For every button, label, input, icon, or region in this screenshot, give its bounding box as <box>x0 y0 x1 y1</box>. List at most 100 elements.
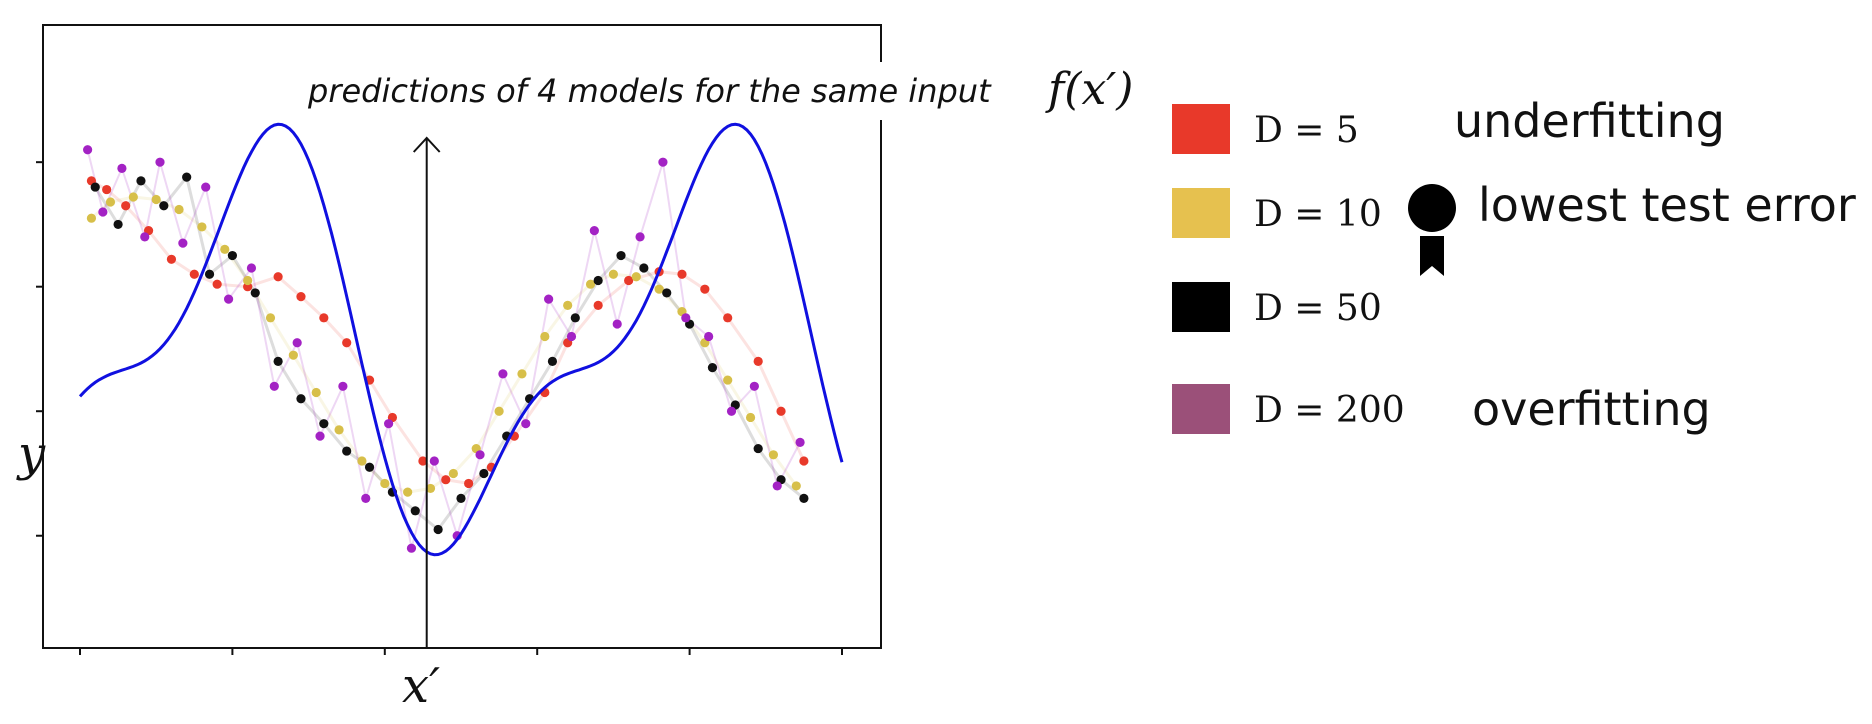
data-point <box>425 483 436 494</box>
data-point <box>776 406 786 416</box>
data-point <box>429 456 439 466</box>
data-point <box>197 222 207 232</box>
medal-icon <box>1408 184 1456 276</box>
data-point <box>589 226 599 236</box>
data-point <box>772 481 782 491</box>
input-arrow <box>412 136 441 648</box>
legend-swatch <box>1172 384 1230 434</box>
data-point <box>338 381 348 391</box>
data-point <box>166 254 177 264</box>
data-point <box>791 481 801 491</box>
data-point <box>681 313 691 323</box>
data-point <box>795 437 805 447</box>
data-point <box>726 406 737 416</box>
data-point <box>753 356 763 367</box>
data-point <box>723 375 733 385</box>
data-point <box>612 319 622 329</box>
data-point <box>159 201 169 211</box>
data-point <box>498 369 508 379</box>
data-point <box>563 300 573 310</box>
data-point <box>521 419 531 429</box>
data-point <box>635 232 645 242</box>
chart: predictions of 4 models for the same inp… <box>16 24 1140 714</box>
data-point <box>243 275 253 286</box>
data-point <box>406 543 417 553</box>
data-point <box>456 493 466 503</box>
y-axis-label: y <box>16 426 46 482</box>
data-point <box>704 331 714 342</box>
data-point <box>707 363 718 373</box>
data-point <box>677 269 687 279</box>
true-function-line <box>78 122 844 557</box>
data-point <box>140 232 150 242</box>
underfitting-note: underfitting <box>1454 94 1725 148</box>
legend-label: D = 50 <box>1254 288 1382 329</box>
data-point <box>403 487 413 497</box>
data-point <box>361 493 371 503</box>
data-point <box>475 450 485 460</box>
data-point <box>616 250 626 261</box>
data-point <box>540 331 550 342</box>
data-point <box>102 184 112 195</box>
data-point <box>178 238 188 248</box>
data-point <box>410 506 420 516</box>
data-point <box>311 387 321 398</box>
data-point <box>269 381 279 391</box>
data-point <box>753 443 763 454</box>
data-point <box>334 425 344 435</box>
data-point <box>90 182 100 192</box>
data-point <box>86 213 97 223</box>
data-point <box>448 468 458 479</box>
data-point <box>246 263 257 273</box>
annotation-math: f(x′) <box>1045 64 1133 115</box>
data-point <box>723 313 733 323</box>
data-point <box>204 269 215 279</box>
data-point <box>174 204 184 215</box>
data-point <box>547 356 558 367</box>
legend-swatch <box>1172 188 1230 238</box>
data-point <box>494 406 504 416</box>
data-point <box>662 288 672 298</box>
annotation-background <box>300 62 1140 120</box>
data-point <box>220 244 230 254</box>
data-point <box>570 313 580 323</box>
data-point <box>296 394 306 404</box>
data-point <box>296 292 306 302</box>
data-point <box>749 381 759 391</box>
data-point <box>517 369 527 379</box>
data-point <box>799 493 809 503</box>
data-point <box>265 313 276 323</box>
data-point <box>380 478 390 489</box>
ticks <box>36 161 843 655</box>
data-point <box>441 475 451 485</box>
data-point <box>136 176 146 186</box>
x-axis-label: x′ <box>402 658 440 714</box>
data-point <box>319 419 329 429</box>
data-point <box>384 419 394 429</box>
data-point <box>544 294 554 304</box>
annotation-text: predictions of 4 models for the same inp… <box>307 72 992 110</box>
legend-label: D = 200 <box>1254 390 1405 431</box>
overfitting-note: overfitting <box>1472 382 1711 436</box>
data-point <box>566 331 577 342</box>
data-point <box>98 207 108 217</box>
data-point <box>319 313 329 323</box>
data-point <box>639 263 649 273</box>
data-point <box>212 279 222 289</box>
data-point <box>799 456 809 466</box>
data-point <box>745 412 756 423</box>
data-point <box>433 524 443 535</box>
data-point <box>201 182 211 192</box>
legend-swatch <box>1172 104 1230 154</box>
data-point <box>151 194 161 205</box>
data-point <box>658 157 668 167</box>
data-point <box>155 157 165 167</box>
data-point <box>624 275 634 286</box>
data-point <box>182 172 192 182</box>
data-point <box>593 275 603 286</box>
data-point <box>121 201 131 211</box>
data-point <box>342 338 352 348</box>
data-point <box>608 269 619 279</box>
data-point <box>357 456 367 466</box>
data-point <box>273 272 283 282</box>
